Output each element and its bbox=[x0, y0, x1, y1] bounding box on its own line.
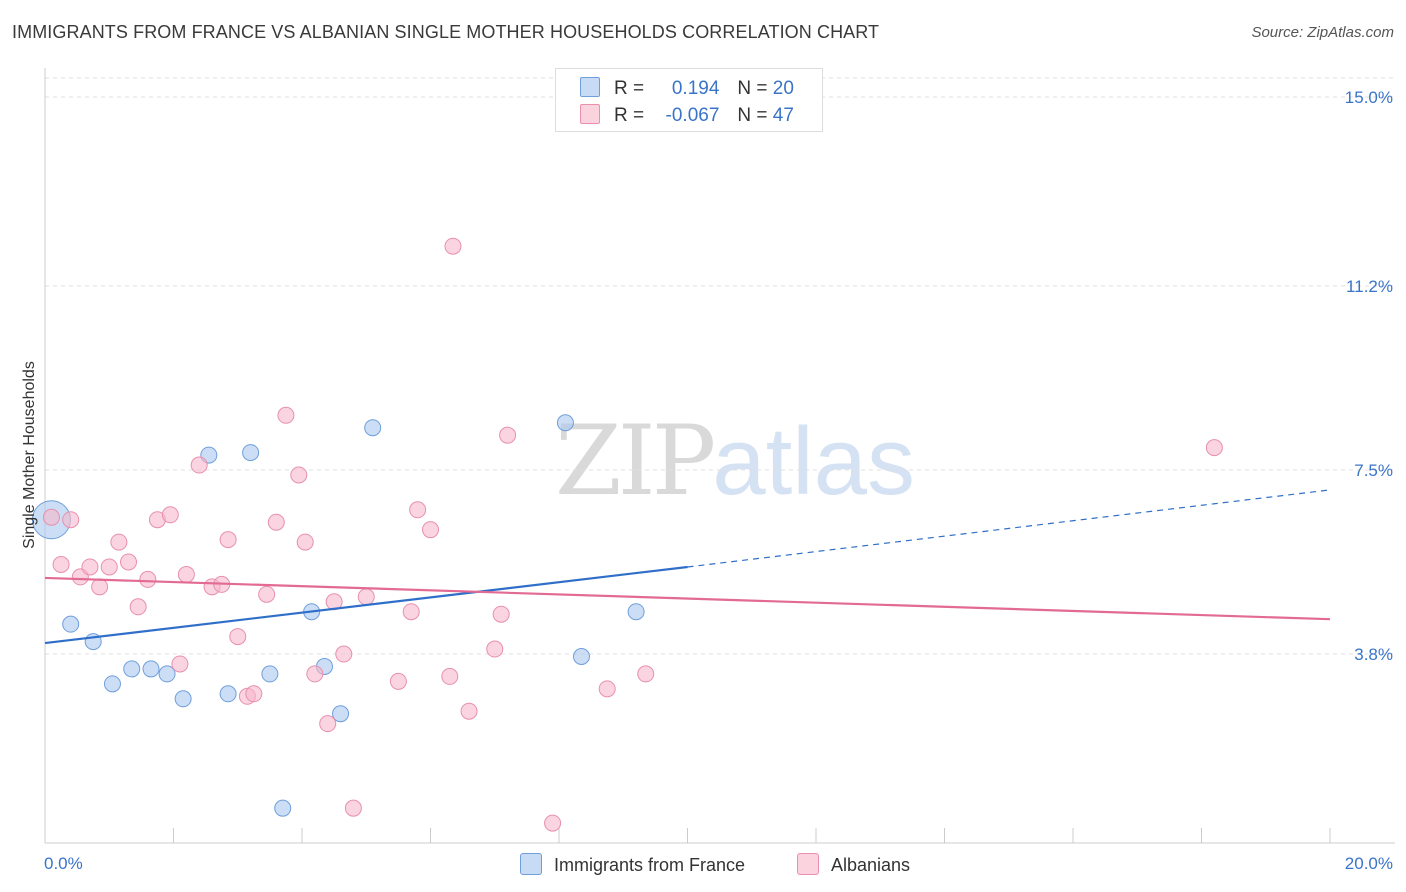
data-point-albanians bbox=[492, 605, 510, 623]
x-tick-label: 0.0% bbox=[44, 854, 83, 873]
data-point-france bbox=[158, 665, 176, 683]
data-point-albanians bbox=[267, 513, 285, 531]
data-point-france bbox=[332, 705, 350, 723]
data-point-france bbox=[123, 660, 141, 678]
correlation-legend: R = 0.194 N = 20 R = -0.067 N = 47 bbox=[555, 68, 823, 132]
legend-r-value: -0.067 bbox=[665, 105, 720, 126]
data-point-albanians bbox=[344, 799, 362, 817]
legend-row-albanians: R = -0.067 N = 47 bbox=[580, 104, 794, 127]
data-point-albanians bbox=[81, 558, 99, 576]
legend-swatch-albanians bbox=[580, 104, 600, 124]
data-point-albanians bbox=[422, 521, 439, 539]
data-point-albanians bbox=[52, 555, 70, 573]
legend-n-value: 20 bbox=[772, 78, 794, 99]
data-point-france bbox=[364, 419, 382, 437]
data-point-albanians bbox=[290, 466, 308, 484]
source-label: Source: ZipAtlas.com bbox=[1251, 24, 1394, 41]
legend-n-label: N = bbox=[737, 105, 768, 126]
bottom-legend-france: Immigrants from France bbox=[520, 853, 745, 876]
watermark-zip: ZIP bbox=[555, 405, 716, 517]
y-axis-label: Single Mother Households bbox=[21, 361, 38, 549]
legend-row-france: R = 0.194 N = 20 bbox=[580, 77, 794, 100]
data-point-france bbox=[261, 665, 279, 683]
data-point-albanians bbox=[296, 533, 314, 551]
data-point-albanians bbox=[62, 511, 80, 529]
legend-n-label: N = bbox=[737, 78, 768, 99]
data-point-france bbox=[556, 414, 574, 432]
data-point-albanians bbox=[120, 553, 138, 571]
legend-r-value: 0.194 bbox=[671, 78, 720, 99]
data-point-albanians bbox=[171, 655, 189, 673]
data-point-albanians bbox=[139, 570, 157, 588]
data-point-albanians bbox=[129, 598, 147, 616]
data-point-albanians bbox=[335, 645, 353, 663]
legend-r-label: R = bbox=[614, 78, 645, 99]
data-point-albanians bbox=[389, 672, 407, 690]
data-point-albanians bbox=[219, 531, 237, 549]
legend-swatch-france bbox=[580, 77, 600, 97]
data-point-albanians bbox=[357, 588, 375, 606]
data-point-albanians bbox=[110, 533, 128, 551]
data-point-albanians bbox=[229, 628, 247, 646]
chart-title: IMMIGRANTS FROM FRANCE VS ALBANIAN SINGL… bbox=[12, 22, 880, 42]
bottom-legend-swatch-albanians bbox=[797, 853, 819, 875]
data-point-albanians bbox=[306, 665, 324, 683]
data-point-albanians bbox=[1205, 439, 1223, 457]
data-point-albanians bbox=[42, 508, 60, 526]
watermark-atlas: atlas bbox=[712, 408, 915, 515]
trend-line-france bbox=[44, 565, 688, 645]
data-point-albanians bbox=[100, 558, 118, 576]
data-point-france bbox=[142, 660, 160, 678]
watermark: ZIPatlas bbox=[555, 405, 915, 517]
data-point-albanians bbox=[258, 585, 276, 603]
data-point-albanians bbox=[598, 680, 616, 698]
x-tick-label: 20.0% bbox=[1345, 854, 1393, 873]
legend-r-label: R = bbox=[614, 105, 645, 126]
data-point-albanians bbox=[277, 406, 295, 424]
bottom-legend-label: Albanians bbox=[831, 855, 911, 875]
data-point-albanians bbox=[319, 715, 337, 733]
data-point-france bbox=[627, 603, 645, 621]
data-point-france bbox=[62, 615, 80, 633]
y-tick-label: 3.8% bbox=[1354, 645, 1393, 664]
data-point-albanians bbox=[637, 665, 655, 683]
y-tick-label: 11.2% bbox=[1346, 277, 1393, 296]
data-point-albanians bbox=[402, 603, 420, 621]
data-point-albanians bbox=[161, 506, 179, 524]
legend-n-value: 47 bbox=[772, 105, 794, 126]
data-point-france bbox=[242, 444, 260, 462]
data-point-albanians bbox=[409, 501, 427, 519]
data-point-france bbox=[274, 799, 292, 817]
data-point-france bbox=[572, 648, 590, 665]
data-point-albanians bbox=[441, 667, 459, 685]
y-tick-label: 15.0% bbox=[1345, 88, 1393, 107]
bottom-legend-label: Immigrants from France bbox=[554, 855, 746, 875]
bottom-legend-swatch-france bbox=[520, 853, 542, 875]
data-point-albanians bbox=[486, 640, 504, 658]
data-point-albanians bbox=[190, 456, 208, 474]
trend-line-albanians bbox=[44, 576, 1331, 621]
data-point-france bbox=[103, 675, 121, 693]
data-point-albanians bbox=[460, 702, 478, 720]
data-point-albanians bbox=[91, 578, 109, 596]
y-tick-label: 7.5% bbox=[1354, 461, 1393, 480]
data-point-albanians bbox=[245, 685, 263, 703]
data-point-france bbox=[174, 690, 192, 708]
trend-line-france-extension bbox=[687, 489, 1331, 568]
data-point-france bbox=[219, 685, 237, 703]
data-point-albanians bbox=[499, 426, 517, 444]
bottom-legend-albanians: Albanians bbox=[797, 853, 910, 876]
data-point-albanians bbox=[544, 814, 562, 832]
data-point-albanians bbox=[444, 237, 462, 255]
data-point-albanians bbox=[177, 565, 195, 583]
